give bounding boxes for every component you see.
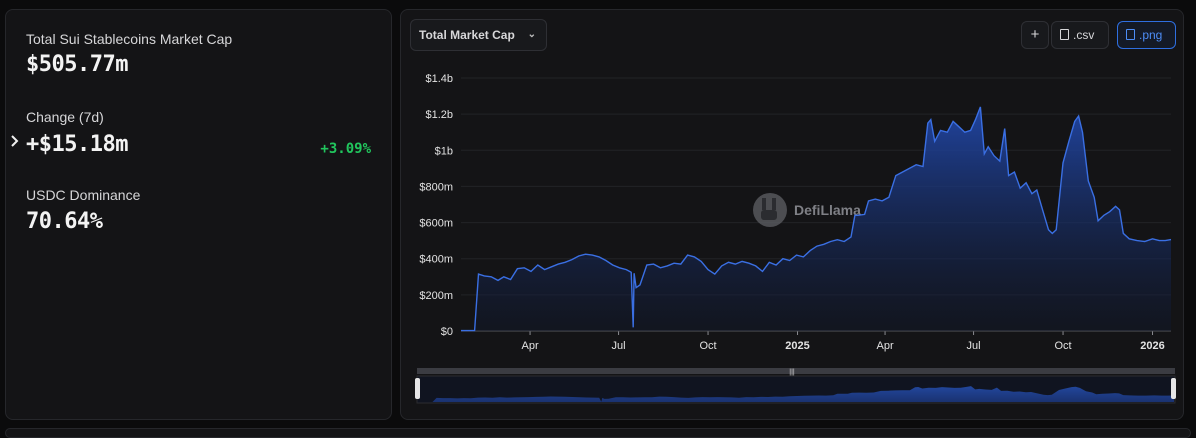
watermark-text: DefiLlama (794, 202, 861, 218)
x-tick-label: Apr (521, 340, 538, 352)
chart-panel: Total Market Cap ⌄ + .csv .png $0 $200m $4… (400, 9, 1184, 420)
expand-chevron-icon[interactable] (10, 134, 20, 153)
defillama-logo-icon (753, 193, 787, 227)
y-tick-label: $0 (441, 326, 453, 338)
dominance-label: USDC Dominance (26, 187, 141, 203)
market-cap-label: Total Sui Stablecoins Market Cap (26, 31, 233, 47)
change-value: +$15.18m (26, 132, 128, 157)
y-axis: $0 $200m $400m $600m $800m $1b $1.2b $1.4b (419, 73, 453, 338)
x-tick-label: Oct (699, 340, 716, 352)
download-png-button[interactable]: .png (1117, 21, 1176, 49)
dominance-value: 70.64% (26, 209, 103, 234)
change-label: Change (7d) (26, 109, 104, 125)
brush-top-bar[interactable] (417, 368, 1175, 374)
x-tick-label: 2025 (785, 340, 809, 352)
y-tick-label: $1b (435, 145, 453, 157)
y-tick-label: $600m (419, 218, 453, 230)
x-axis: Apr Jul Oct 2025 Apr Jul Oct 2026 (461, 330, 1171, 352)
add-button[interactable]: + (1021, 21, 1049, 49)
change-percent: +3.09% (320, 141, 371, 157)
x-tick-label: Jul (612, 340, 626, 352)
series-line (461, 106, 1172, 332)
metric-select[interactable]: Total Market Cap ⌄ (410, 19, 547, 51)
file-icon (1126, 29, 1135, 40)
csv-label: .csv (1073, 28, 1095, 42)
x-tick-label: 2026 (1140, 340, 1164, 352)
brush-handle-right[interactable] (1171, 378, 1176, 399)
download-csv-button[interactable]: .csv (1051, 21, 1109, 49)
x-tick-label: Oct (1054, 340, 1071, 352)
range-brush[interactable]: ||| (415, 368, 1176, 404)
y-tick-label: $1.4b (425, 73, 453, 85)
metric-select-label: Total Market Cap (419, 28, 515, 42)
file-icon (1060, 29, 1069, 40)
chevron-down-icon: ⌄ (527, 29, 536, 40)
series-area (461, 106, 1171, 332)
y-tick-label: $400m (419, 254, 453, 266)
y-tick-label: $200m (419, 290, 453, 302)
y-tick-label: $1.2b (425, 109, 453, 121)
market-cap-value: $505.77m (26, 52, 128, 77)
market-cap-chart[interactable]: $0 $200m $400m $600m $800m $1b $1.2b $1.4b Apr J… (401, 10, 1183, 419)
y-tick-label: $800m (419, 181, 453, 193)
next-panel-edge (5, 428, 1191, 438)
brush-mini-area (418, 386, 1174, 402)
grip-icon: ||| (789, 369, 795, 376)
x-tick-label: Apr (876, 340, 893, 352)
defillama-watermark: DefiLlama (753, 193, 861, 227)
png-label: .png (1139, 28, 1163, 42)
stats-panel: Total Sui Stablecoins Market Cap $505.77… (5, 9, 392, 420)
x-tick-label: Jul (967, 340, 981, 352)
brush-handle-left[interactable] (415, 378, 420, 399)
